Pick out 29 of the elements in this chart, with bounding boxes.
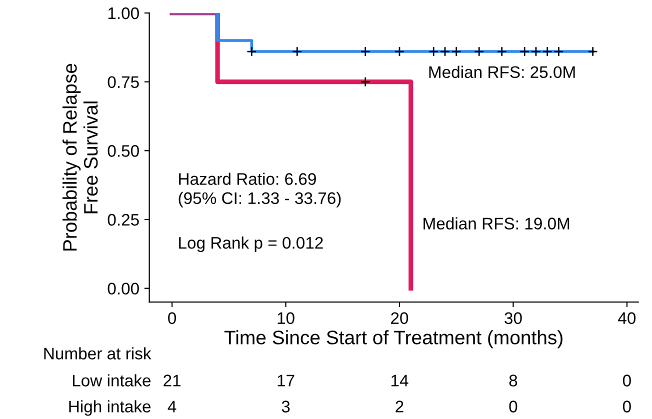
text: 4 [168, 400, 176, 412]
text: 3 [282, 400, 290, 412]
text: 14 [391, 374, 408, 386]
text: 0 [622, 400, 631, 412]
y-tick-label: 0.75 [108, 76, 139, 88]
text: 2 [396, 400, 404, 412]
y-tick-label: 1.00 [108, 7, 139, 20]
text: High intake [69, 400, 151, 416]
annotation: Log Rank p = 0.012 [179, 236, 323, 252]
annotation: Hazard Ratio: 6.69 (95% CI: 1.33 - 33.76) [178, 172, 341, 208]
text: 8 [509, 374, 518, 386]
annotation: Median RFS: 25.0M [429, 66, 575, 78]
text: Low intake [72, 374, 151, 386]
text: Number at risk [44, 347, 152, 360]
x-tick-label: 10 [278, 312, 294, 324]
x-tick-label: 30 [504, 312, 522, 324]
annotation: Median RFS: 19.0M [424, 217, 570, 230]
text: 0 [509, 400, 518, 412]
x-tick-label: 20 [391, 312, 408, 324]
x-axis-title: Time Since Start of Treatment (months) [224, 330, 562, 348]
y-tick-label: 0.00 [108, 282, 139, 295]
x-tick-label: 40 [618, 312, 636, 324]
y-axis-title: Probability of Relapse Free Survival [62, 64, 98, 251]
text: 17 [278, 374, 294, 386]
x-tick-label: 0 [168, 312, 176, 324]
text: 21 [164, 374, 181, 386]
y-tick-label: 0.50 [108, 145, 139, 157]
text: 0 [622, 374, 631, 386]
y-tick-label: 0.25 [108, 214, 139, 226]
